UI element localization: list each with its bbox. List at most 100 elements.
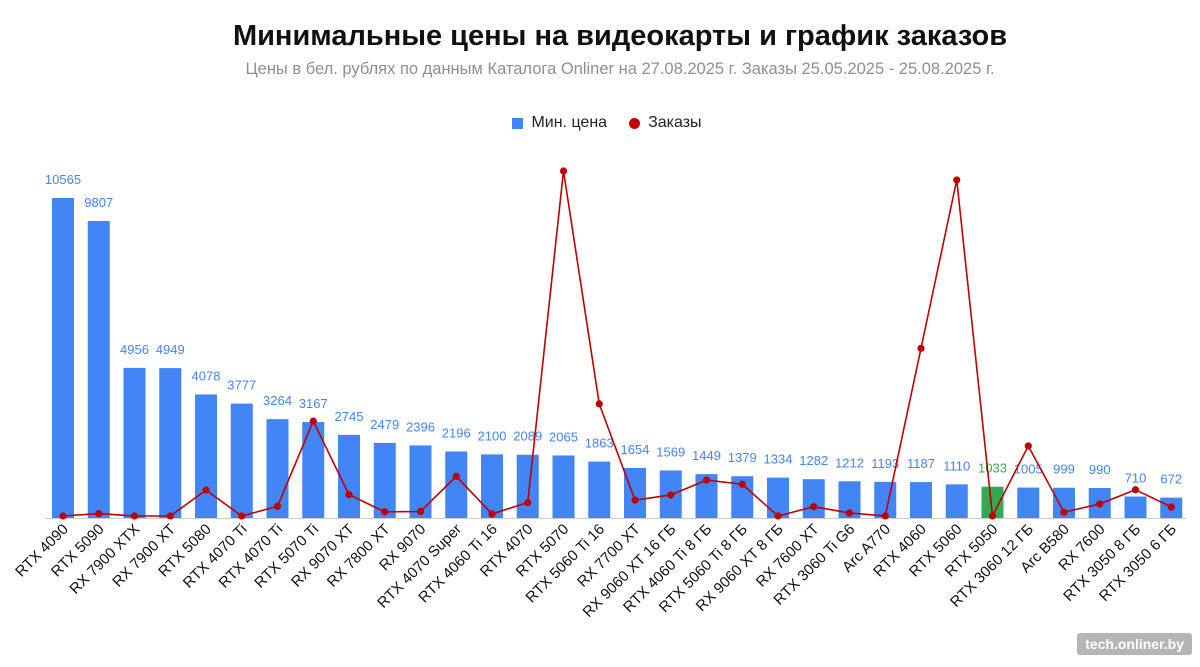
orders-point-19 bbox=[738, 480, 746, 488]
orders-point-27 bbox=[1024, 442, 1032, 450]
legend-bar-swatch bbox=[512, 117, 524, 129]
bar-10 bbox=[409, 445, 432, 518]
bar-value-label-31: 672 bbox=[1160, 472, 1182, 487]
chart-subtitle: Цены в бел. рублях по данным Каталога On… bbox=[245, 60, 995, 78]
bar-value-label-0: 10565 bbox=[45, 172, 81, 187]
bar-22 bbox=[838, 481, 861, 518]
bar-value-label-21: 1282 bbox=[799, 453, 828, 468]
bar-value-label-5: 3777 bbox=[227, 378, 256, 393]
bar-value-label-9: 2479 bbox=[370, 417, 399, 432]
orders-point-15 bbox=[595, 400, 603, 408]
bar-value-label-14: 2065 bbox=[549, 429, 578, 444]
bar-value-label-16: 1654 bbox=[621, 442, 650, 457]
bar-value-label-24: 1187 bbox=[907, 456, 935, 471]
bar-5 bbox=[230, 403, 253, 518]
bar-2 bbox=[123, 367, 146, 518]
legend-item-price[interactable]: Мин. цена bbox=[512, 114, 607, 132]
bar-value-label-19: 1379 bbox=[728, 450, 757, 465]
orders-point-30 bbox=[1131, 486, 1140, 494]
bar-26 bbox=[981, 486, 1004, 518]
orders-point-18 bbox=[702, 476, 711, 484]
watermark: tech.onliner.by bbox=[1077, 633, 1192, 655]
bar-3 bbox=[159, 368, 182, 518]
legend-item-orders[interactable]: Заказы bbox=[629, 114, 702, 132]
bar-1 bbox=[87, 220, 110, 518]
orders-point-13 bbox=[524, 498, 532, 507]
legend-label-orders: Заказы bbox=[648, 114, 702, 131]
bar-25 bbox=[945, 484, 968, 518]
bar-19 bbox=[731, 476, 754, 518]
bar-13 bbox=[516, 454, 539, 518]
orders-point-6 bbox=[273, 502, 282, 510]
bar-12 bbox=[481, 454, 503, 518]
orders-point-14 bbox=[559, 167, 568, 175]
bar-value-label-18: 1449 bbox=[692, 448, 721, 463]
bar-value-label-6: 3264 bbox=[263, 393, 292, 408]
bar-value-label-1: 9807 bbox=[84, 195, 113, 210]
bar-18 bbox=[695, 474, 718, 518]
orders-point-17 bbox=[667, 491, 675, 499]
bar-value-label-13: 2089 bbox=[513, 429, 542, 444]
orders-point-2 bbox=[130, 512, 139, 520]
orders-point-8 bbox=[345, 491, 353, 499]
bar-16 bbox=[624, 467, 646, 518]
orders-point-29 bbox=[1096, 500, 1104, 508]
orders-point-26 bbox=[988, 512, 997, 520]
orders-point-10 bbox=[416, 507, 425, 516]
bar-11 bbox=[445, 451, 468, 518]
bar-value-label-17: 1569 bbox=[656, 444, 685, 459]
orders-point-1 bbox=[95, 509, 103, 518]
bar-24 bbox=[910, 482, 932, 518]
bar-value-label-23: 1193 bbox=[871, 456, 899, 471]
bar-30 bbox=[1124, 496, 1147, 518]
bar-20 bbox=[767, 477, 789, 518]
orders-point-5 bbox=[238, 512, 246, 520]
orders-point-9 bbox=[381, 508, 389, 516]
bar-value-label-27: 1005 bbox=[1014, 462, 1043, 477]
bar-value-label-11: 2196 bbox=[442, 425, 471, 440]
bar-8 bbox=[338, 434, 360, 518]
orders-point-0 bbox=[59, 512, 67, 520]
orders-point-4 bbox=[202, 486, 210, 494]
chart-title: Минимальные цены на видеокарты и график … bbox=[232, 20, 1008, 52]
orders-point-11 bbox=[452, 472, 460, 480]
bar-7 bbox=[302, 422, 325, 518]
orders-point-22 bbox=[845, 509, 854, 517]
bar-0 bbox=[52, 198, 74, 518]
bar-value-label-29: 990 bbox=[1089, 462, 1111, 477]
chart-legend: Мин. цена Заказы bbox=[0, 114, 1200, 132]
orders-point-28 bbox=[1060, 508, 1068, 516]
orders-line bbox=[62, 170, 1172, 519]
bar-value-label-26: 1033 bbox=[978, 461, 1007, 476]
bar-value-label-25: 1110 bbox=[943, 458, 970, 473]
bar-14 bbox=[552, 455, 575, 518]
bar-value-label-3: 4949 bbox=[156, 342, 185, 357]
bar-value-label-10: 2396 bbox=[406, 419, 435, 434]
orders-point-21 bbox=[810, 503, 818, 511]
bar-value-label-2: 4956 bbox=[120, 342, 149, 357]
orders-point-3 bbox=[166, 512, 174, 520]
bar-value-label-15: 1863 bbox=[585, 436, 614, 451]
bar-value-label-20: 1334 bbox=[764, 452, 793, 467]
orders-point-25 bbox=[953, 176, 961, 184]
bar-value-label-22: 1212 bbox=[835, 455, 864, 470]
bar-4 bbox=[195, 394, 217, 518]
bar-27 bbox=[1017, 487, 1040, 518]
orders-point-7 bbox=[309, 417, 317, 425]
orders-point-16 bbox=[631, 496, 639, 504]
bar-value-label-8: 2745 bbox=[335, 409, 364, 424]
bar-21 bbox=[802, 479, 825, 518]
orders-point-24 bbox=[917, 344, 925, 352]
legend-label-price: Мин. цена bbox=[531, 114, 608, 131]
bar-15 bbox=[588, 461, 611, 518]
orders-point-12 bbox=[488, 510, 496, 518]
bar-value-label-12: 2100 bbox=[478, 428, 507, 443]
orders-point-20 bbox=[774, 512, 782, 520]
orders-point-23 bbox=[881, 512, 889, 520]
orders-point-31 bbox=[1167, 503, 1175, 511]
bar-value-label-30: 710 bbox=[1125, 470, 1147, 485]
bar-9 bbox=[373, 442, 396, 518]
legend-dot-swatch bbox=[629, 117, 641, 129]
bar-value-label-28: 999 bbox=[1053, 462, 1075, 477]
